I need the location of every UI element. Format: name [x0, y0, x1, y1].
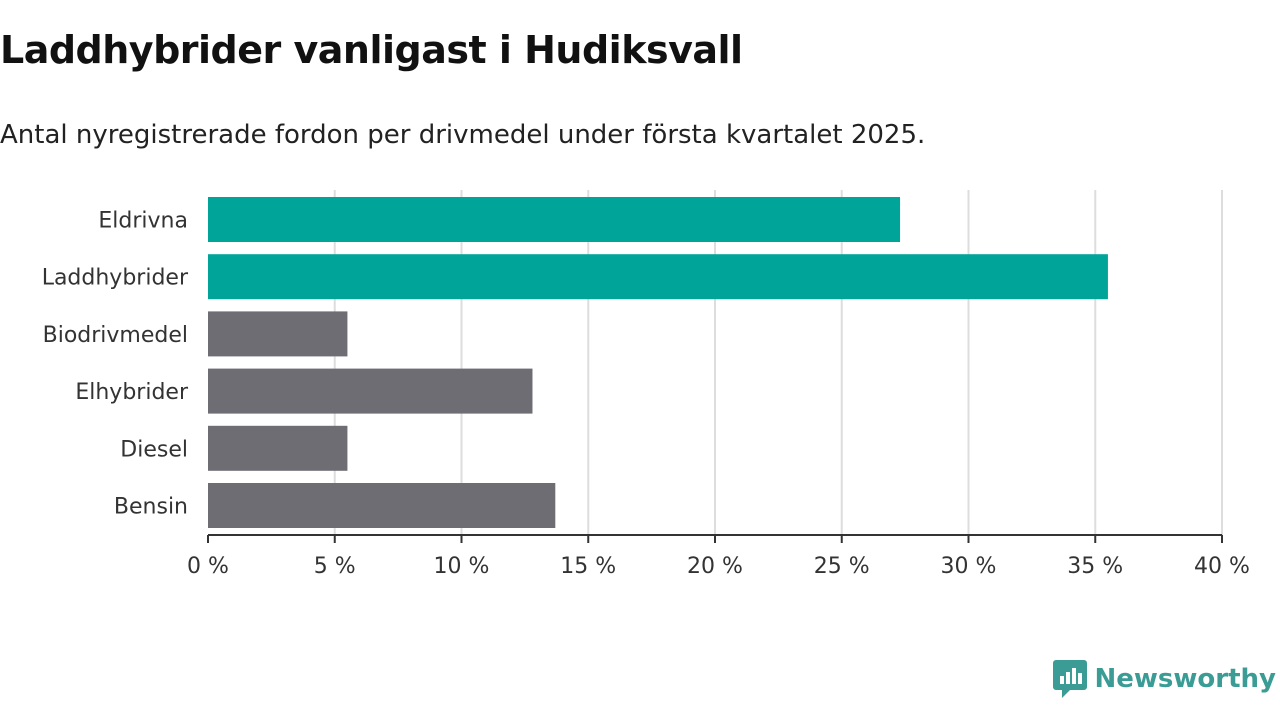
category-label: Laddhybrider	[42, 266, 189, 291]
x-tick-label: 10 %	[434, 554, 490, 579]
category-label: Eldrivna	[98, 209, 188, 234]
chart-subtitle: Antal nyregistrerade fordon per drivmede…	[0, 120, 926, 150]
gridlines	[333, 190, 1223, 535]
category-label: Elhybrider	[75, 380, 189, 405]
x-axis: 0 % 5 % 10 % 15 % 20 % 25 % 30 % 35 % 40 %	[187, 534, 1250, 579]
x-tick-label: 30 %	[941, 554, 997, 579]
bar	[208, 311, 348, 357]
newsworthy-logo-icon	[1052, 660, 1087, 698]
category-label: Bensin	[114, 495, 188, 520]
category-label: Biodrivmedel	[43, 323, 188, 348]
newsworthy-logo: Newsworthy	[1052, 660, 1276, 698]
bar-chart: Eldrivna Laddhybrider Biodrivmedel Elhybrid…	[42, 190, 1250, 579]
x-tick-label: 35 %	[1067, 554, 1123, 579]
x-tick-label: 5 %	[314, 554, 356, 579]
bar	[208, 197, 901, 242]
x-tick-label: 25 %	[814, 554, 870, 579]
x-tick-label: 20 %	[687, 554, 743, 579]
bar	[208, 483, 556, 528]
brand-name: Newsworthy	[1094, 664, 1276, 694]
bar	[208, 254, 1108, 300]
bars: Eldrivna Laddhybrider Biodrivmedel Elhybrid…	[42, 197, 1108, 528]
bar	[208, 425, 348, 471]
bar	[208, 368, 533, 414]
x-tick-label: 0 %	[187, 554, 229, 579]
x-tick-label: 40 %	[1194, 554, 1250, 579]
x-tick-label: 15 %	[560, 554, 616, 579]
category-label: Diesel	[120, 437, 188, 462]
chart-title: Laddhybrider vanligast i Hudiksvall	[0, 28, 743, 72]
